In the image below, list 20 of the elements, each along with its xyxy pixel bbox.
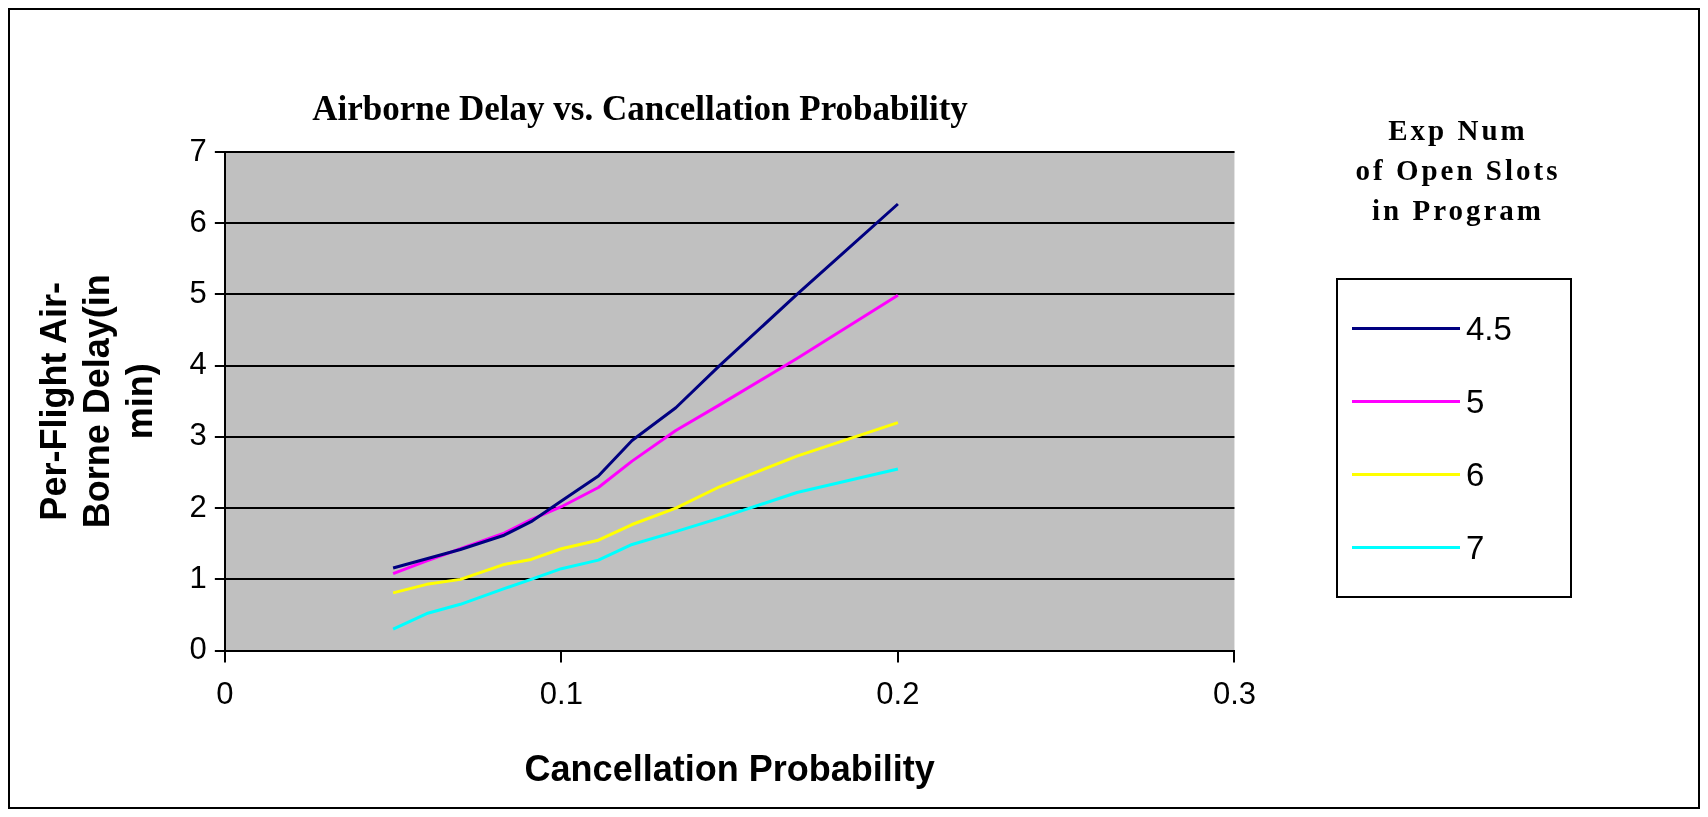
x-tick-label: 0.1 bbox=[539, 675, 583, 711]
y-tick-label: 5 bbox=[189, 275, 207, 310]
y-axis-title: Per-Flight Air-Borne Delay(in min) bbox=[32, 274, 160, 529]
y-tick-label: 7 bbox=[189, 132, 207, 168]
x-axis-title: Cancellation Probability bbox=[524, 748, 935, 790]
y-tick-label: 1 bbox=[189, 559, 207, 595]
x-tick-label: 0 bbox=[216, 675, 234, 711]
y-tick-label: 0 bbox=[189, 631, 207, 667]
x-tick-label: 0.3 bbox=[1212, 675, 1257, 711]
chart-title: Airborne Delay vs. Cancellation Probability bbox=[312, 89, 969, 129]
legend-title: Exp Num of Open Slots in Program bbox=[1354, 113, 1562, 228]
y-tick-label: 3 bbox=[189, 417, 207, 453]
legend-label: 7 bbox=[1466, 528, 1485, 567]
y-tick-label: 2 bbox=[189, 488, 207, 524]
y-tick-label: 6 bbox=[189, 203, 207, 239]
legend-label: 4.5 bbox=[1466, 309, 1512, 348]
x-tick-label: 0.2 bbox=[876, 675, 920, 711]
y-tick-label: 4 bbox=[189, 346, 207, 382]
legend-label: 6 bbox=[1466, 455, 1485, 494]
legend-label: 5 bbox=[1466, 382, 1485, 421]
